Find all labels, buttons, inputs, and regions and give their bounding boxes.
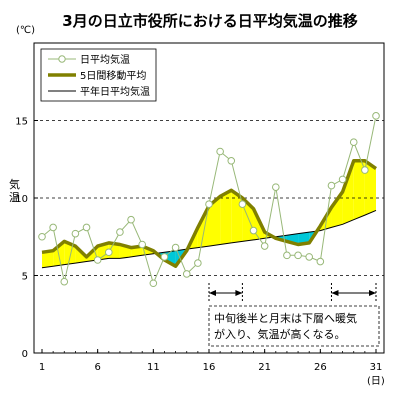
period-arrowhead [235,290,243,296]
x-tick-label: 26 [314,362,327,373]
daily-point [194,259,202,267]
x-tick-label: 31 [370,362,383,373]
fill-segment [342,160,354,225]
fill-segment [197,205,209,248]
x-tick-label: 16 [203,362,216,373]
daily-point [283,251,291,260]
fill-segment [42,250,54,268]
series-markers [38,112,380,288]
daily-point [38,232,46,241]
fill-segment [353,160,365,220]
annotation-arrows [208,283,377,303]
daily-point [249,226,258,235]
legend-label-moving-average: 5日間移動平均 [80,69,146,82]
daily-point [116,228,124,236]
fill-segment [209,196,221,247]
annotation-line-2: が入り、気温が高くなる。 [214,327,346,341]
y-axis-label: 気温 [9,177,20,204]
y-unit-label: (℃) [16,25,35,36]
daily-point [71,229,80,238]
x-tick-label: 1 [39,362,45,373]
annotation: 中旬後半と月末は下層へ暖気 が入り、気温が高くなる。 [208,305,380,347]
daily-point [227,157,236,165]
period-arrowhead [369,290,376,296]
period-arrowhead [209,290,216,296]
x-tick-label: 6 [94,362,100,373]
daily-point [294,251,302,260]
fill-segment [97,242,109,260]
daily-point [149,279,158,288]
daily-point [361,166,369,174]
daily-point [316,257,325,266]
daily-point [327,181,336,190]
annotation-box [208,305,380,347]
daily-point [82,223,91,232]
daily-point [93,256,102,264]
fill-segment [331,191,343,228]
fill-segment [220,190,232,245]
daily-point [105,248,113,257]
daily-point [182,270,191,278]
daily-point [205,200,213,208]
fill-segment [364,160,376,216]
fill-segment [298,232,310,245]
legend-label-daily: 日平均気温 [80,53,130,66]
legend: 日平均気温 5日間移動平均 平年日平均気温 [40,48,157,102]
daily-point [127,215,135,224]
daily-point [171,243,180,252]
y-tick-label: 10 [15,194,28,205]
y-tick-label: 0 [22,349,28,360]
x-tick-label: 11 [147,362,160,373]
legend-marker-daily [58,55,66,63]
daily-point [238,200,247,208]
y-tick-label: 15 [15,117,28,128]
daily-point [216,147,224,156]
annotation-line-1: 中旬後半と月末は下層へ暖気 [214,311,357,325]
daily-point [372,112,380,120]
gridlines [34,120,384,276]
daily-point [349,138,358,146]
daily-point [260,242,269,250]
daily-point [49,223,57,232]
daily-point [305,253,314,261]
daily-point [272,183,280,191]
daily-point [138,240,146,249]
y-tick-label: 5 [22,272,28,283]
daily-point [160,253,169,261]
period-arrowhead [331,290,339,296]
chart-title: 3月の日立市役所における日平均気温の推移 [62,12,357,30]
x-unit-label: (日) [367,376,385,387]
legend-label-normal: 平年日平均気温 [80,85,150,98]
x-tick-label: 21 [258,362,271,373]
daily-point [338,175,347,184]
daily-point [60,277,69,286]
